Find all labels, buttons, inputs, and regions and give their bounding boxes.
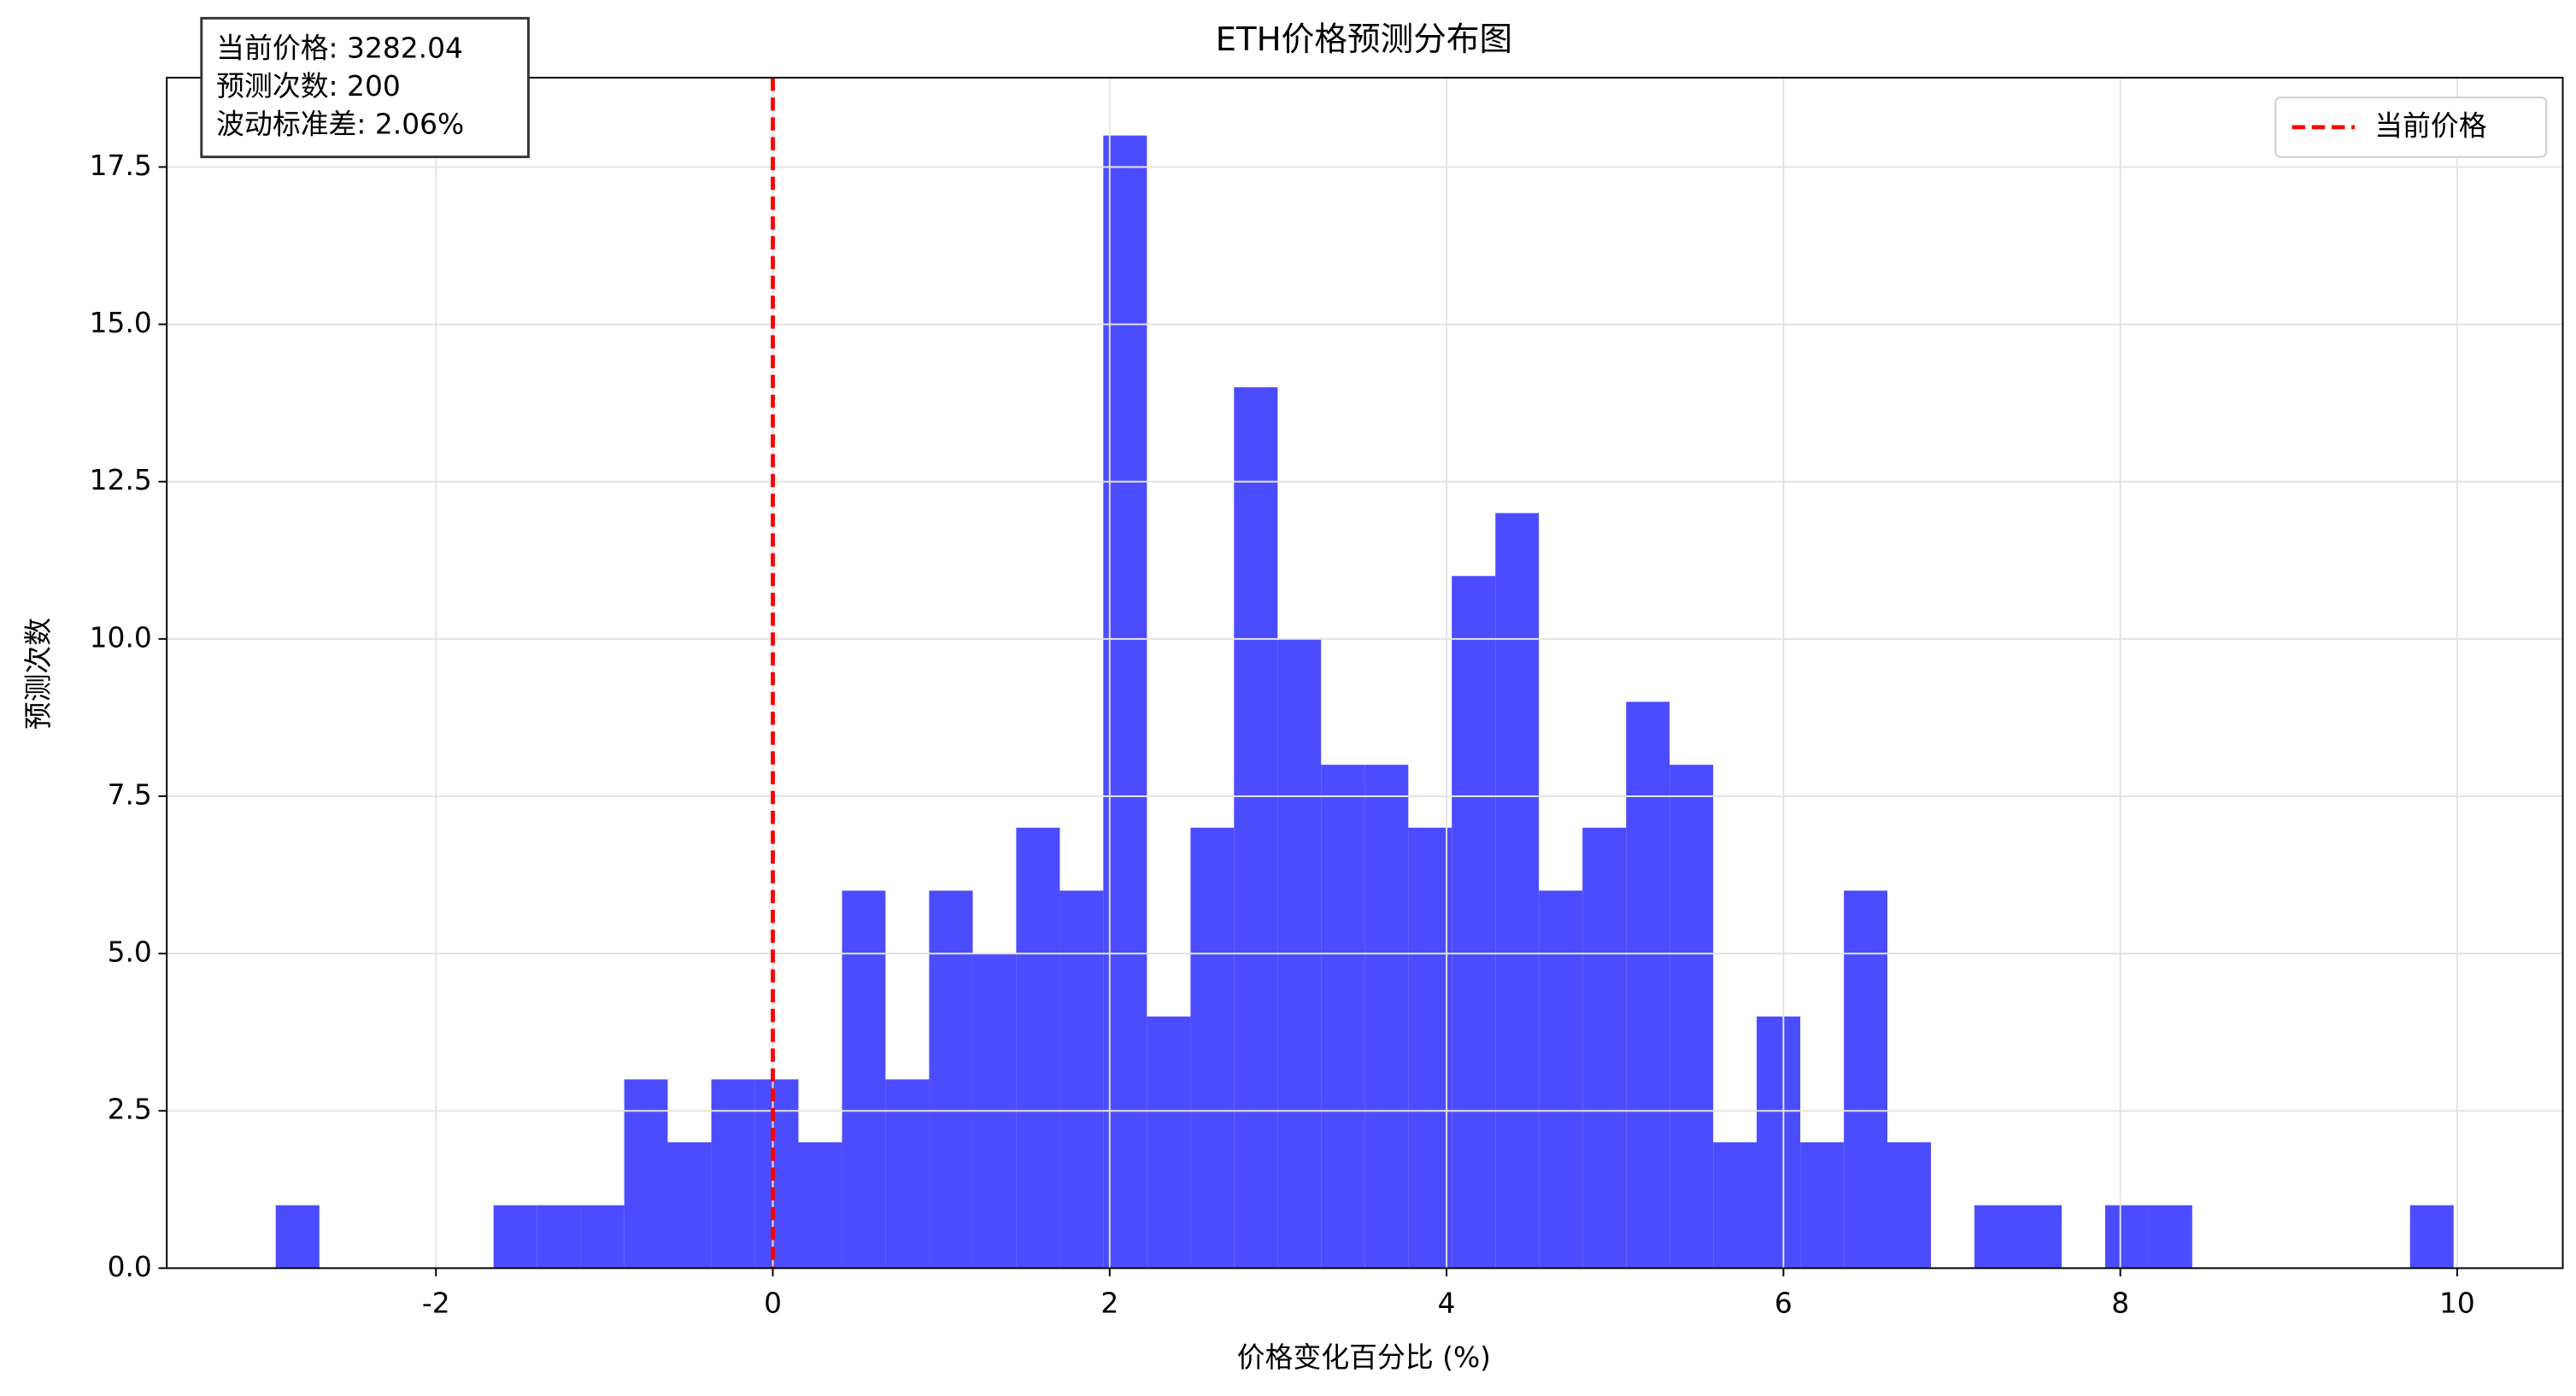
histogram-bar <box>275 1205 320 1269</box>
y-tick-label: 5.0 <box>108 936 152 969</box>
y-tick-label: 15.0 <box>90 307 152 339</box>
histogram-bar <box>1452 576 1496 1269</box>
annotation-text: 波动标准差: 2.06% <box>216 108 464 140</box>
histogram-bar <box>624 1079 668 1269</box>
x-tick-label: 8 <box>2111 1287 2129 1319</box>
histogram-bar <box>1844 890 1888 1269</box>
histogram-bar <box>1887 1142 1932 1269</box>
histogram-bar <box>2148 1205 2192 1269</box>
histogram-bar <box>1321 765 1365 1269</box>
annotation-box <box>200 16 530 159</box>
histogram-bar <box>2017 1205 2063 1269</box>
histogram-bar <box>711 1079 755 1269</box>
histogram-bar <box>798 1142 842 1269</box>
y-tick-label: 10.0 <box>90 621 152 654</box>
histogram-bar <box>1408 827 1452 1269</box>
histogram-bar <box>842 890 886 1269</box>
x-tick-label: 2 <box>1100 1287 1118 1319</box>
histogram-bar <box>1669 765 1714 1269</box>
legend-label: 当前价格 <box>2374 109 2487 142</box>
histogram-bar <box>1582 827 1627 1269</box>
histogram-bar <box>1495 513 1540 1269</box>
chart-title: ETH价格预测分布图 <box>1216 21 1513 59</box>
x-tick-label: 0 <box>764 1287 782 1319</box>
histogram-bar <box>580 1205 625 1269</box>
histogram-bar <box>1190 827 1235 1269</box>
histogram-bar <box>1713 1142 1757 1269</box>
annotation-text: 当前价格: 3282.04 <box>216 32 463 65</box>
legend-box <box>2274 97 2548 158</box>
histogram-bar <box>885 1079 930 1269</box>
histogram-bar <box>667 1142 712 1269</box>
x-tick-label: -2 <box>422 1287 450 1319</box>
y-tick-label: 7.5 <box>108 778 152 811</box>
histogram-bar <box>537 1205 581 1269</box>
histogram-bar <box>1364 765 1409 1269</box>
y-tick-label: 2.5 <box>108 1094 152 1126</box>
histogram-bar <box>1757 1016 1801 1269</box>
x-tick-label: 6 <box>1775 1287 1793 1319</box>
histogram-bar <box>1800 1142 1845 1269</box>
histogram-bar <box>1626 701 1670 1269</box>
y-tick-label: 12.5 <box>90 464 152 496</box>
x-tick-label: 10 <box>2439 1287 2475 1319</box>
histogram-bar <box>2104 1205 2149 1269</box>
histogram-bar <box>1539 890 1583 1269</box>
y-tick-label: 0.0 <box>108 1251 152 1283</box>
x-axis-label: 价格变化百分比 (%) <box>1237 1341 1491 1374</box>
histogram-bar <box>754 1079 799 1269</box>
histogram-bar <box>1059 890 1104 1269</box>
histogram-bar <box>1147 1016 1191 1269</box>
y-tick-label: 17.5 <box>90 150 152 182</box>
histogram-bar <box>2409 1205 2454 1269</box>
histogram-bar <box>929 890 973 1269</box>
plot-frame <box>166 76 2564 1270</box>
histogram-bar <box>493 1205 537 1269</box>
x-tick-label: 4 <box>1438 1287 1456 1319</box>
y-axis-label: 预测次数 <box>22 618 55 730</box>
histogram-bar <box>1234 387 1278 1269</box>
histogram-bar <box>1016 827 1060 1269</box>
histogram-bar <box>1974 1205 2018 1269</box>
annotation-text: 预测次数: 200 <box>216 70 401 103</box>
